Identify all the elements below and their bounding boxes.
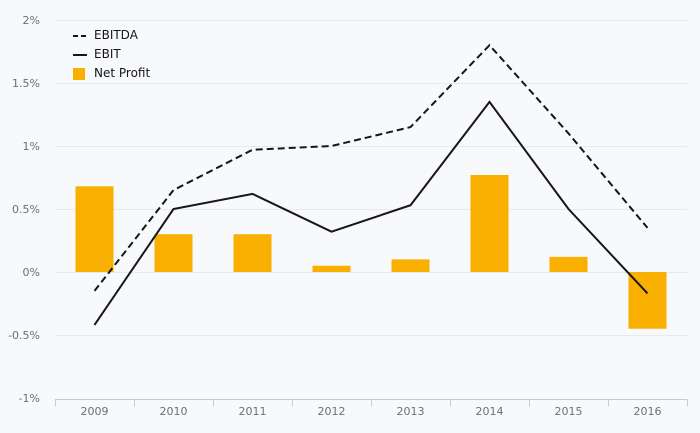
y-tick-label: -0.5%	[8, 329, 40, 342]
y-tick-label: 2%	[23, 14, 40, 27]
bar-net-profit	[312, 265, 351, 272]
x-tick-label: 2012	[318, 405, 346, 418]
legend-label-ebit: EBIT	[94, 47, 121, 61]
x-tick-label: 2010	[160, 405, 188, 418]
legend-item-ebit: EBIT	[73, 47, 150, 62]
ebit-line	[93, 100, 649, 326]
bar-net-profit	[549, 256, 588, 272]
legend-label-net-profit: Net Profit	[94, 66, 151, 80]
square-swatch-icon	[73, 67, 87, 80]
bar-net-profit	[233, 234, 272, 272]
y-tick-label: 0.5%	[12, 203, 40, 216]
y-tick-label: 1.5%	[12, 77, 40, 90]
bar-net-profit	[75, 186, 114, 272]
x-tick-label: 2015	[555, 405, 583, 418]
ebitda-line	[93, 43, 649, 292]
chart-legend: EBITDA EBIT Net Profit	[73, 28, 150, 81]
x-tick-label: 2016	[634, 405, 662, 418]
x-tick-label: 2011	[239, 405, 267, 418]
bar-net-profit	[154, 234, 193, 272]
solid-line-icon	[73, 53, 87, 57]
legend-item-ebitda: EBITDA	[73, 28, 150, 43]
x-tick-label: 2013	[397, 405, 425, 418]
x-tick-label: 2009	[81, 405, 109, 418]
y-tick-label: 0%	[23, 266, 40, 279]
x-tick-label: 2014	[476, 405, 504, 418]
legend-item-net-profit: Net Profit	[73, 66, 150, 81]
dashed-line-icon	[73, 34, 87, 38]
y-tick-label: 1%	[23, 140, 40, 153]
bar-net-profit	[391, 259, 430, 272]
bar-net-profit	[628, 272, 667, 329]
legend-label-ebitda: EBITDA	[94, 28, 138, 42]
y-tick-label: -1%	[19, 392, 40, 405]
bar-net-profit	[470, 174, 509, 272]
